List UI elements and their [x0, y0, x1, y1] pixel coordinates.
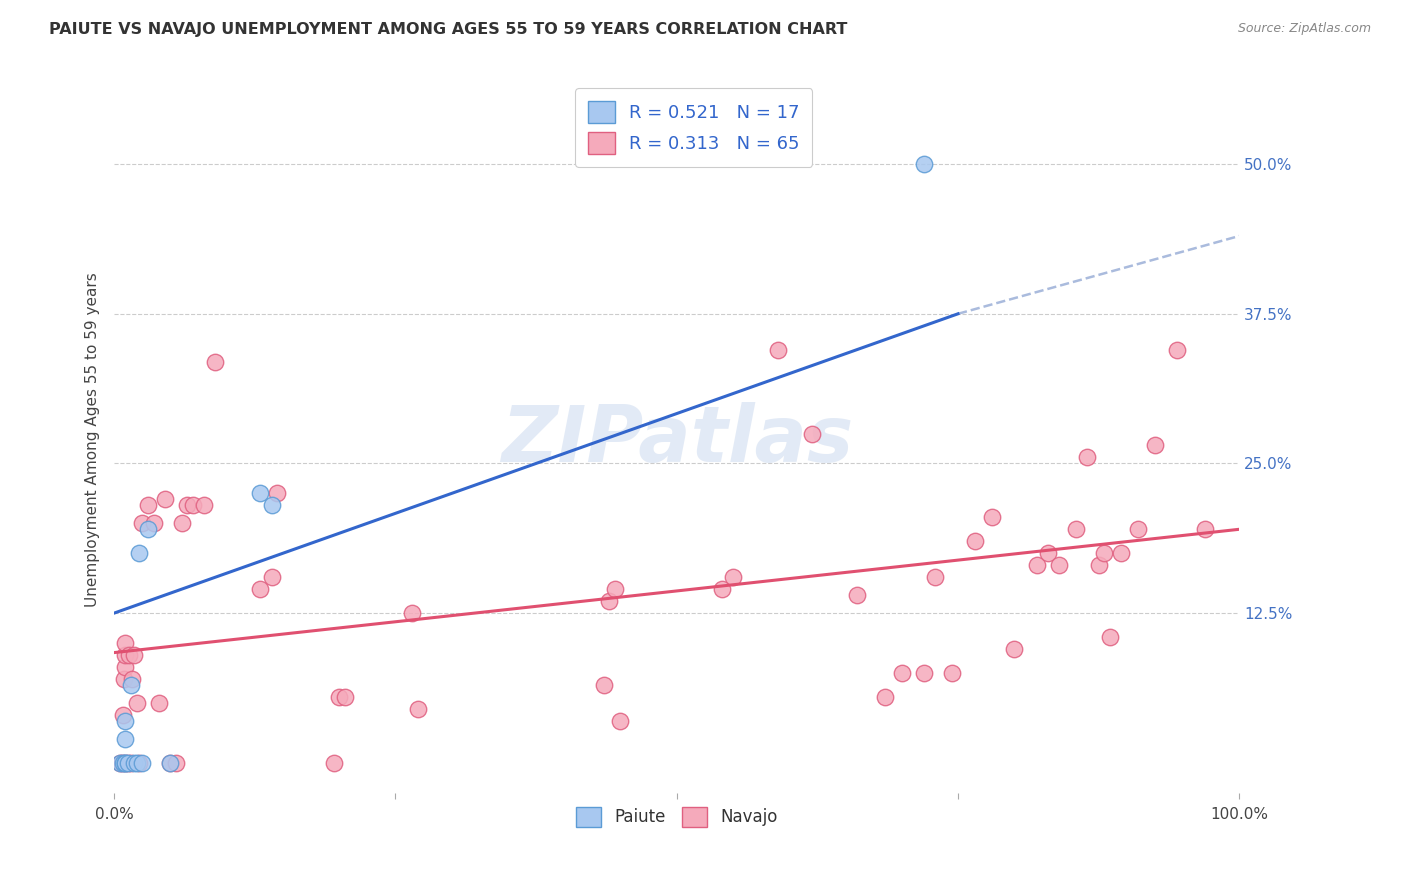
- Point: [1194, 522, 1216, 536]
- Point: [941, 665, 963, 680]
- Point: [890, 665, 912, 680]
- Point: [845, 588, 868, 602]
- Point: [112, 707, 135, 722]
- Point: [980, 510, 1002, 524]
- Point: [1092, 546, 1115, 560]
- Point: [114, 648, 136, 662]
- Point: [1064, 522, 1087, 536]
- Point: [136, 522, 159, 536]
- Point: [114, 660, 136, 674]
- Point: [1109, 546, 1132, 560]
- Point: [1166, 343, 1188, 357]
- Point: [266, 486, 288, 500]
- Point: [721, 570, 744, 584]
- Point: [128, 546, 150, 560]
- Point: [766, 343, 789, 357]
- Point: [1025, 558, 1047, 573]
- Point: [260, 499, 283, 513]
- Point: [111, 756, 134, 770]
- Point: [159, 756, 181, 770]
- Point: [401, 606, 423, 620]
- Point: [124, 756, 146, 770]
- Text: PAIUTE VS NAVAJO UNEMPLOYMENT AMONG AGES 55 TO 59 YEARS CORRELATION CHART: PAIUTE VS NAVAJO UNEMPLOYMENT AMONG AGES…: [49, 22, 848, 37]
- Point: [924, 570, 946, 584]
- Point: [121, 672, 143, 686]
- Point: [114, 714, 136, 728]
- Point: [322, 756, 344, 770]
- Point: [153, 492, 176, 507]
- Point: [114, 731, 136, 746]
- Point: [165, 756, 187, 770]
- Point: [118, 648, 141, 662]
- Point: [131, 756, 153, 770]
- Point: [108, 756, 131, 770]
- Point: [114, 636, 136, 650]
- Text: ZIPatlas: ZIPatlas: [501, 401, 853, 477]
- Point: [1002, 642, 1025, 657]
- Legend: Paiute, Navajo: Paiute, Navajo: [569, 800, 785, 834]
- Point: [114, 756, 136, 770]
- Point: [333, 690, 356, 704]
- Point: [249, 486, 271, 500]
- Point: [592, 678, 614, 692]
- Point: [406, 702, 429, 716]
- Point: [1036, 546, 1059, 560]
- Point: [125, 756, 148, 770]
- Point: [249, 582, 271, 596]
- Point: [1098, 630, 1121, 644]
- Point: [120, 678, 142, 692]
- Point: [170, 516, 193, 531]
- Point: [873, 690, 896, 704]
- Point: [120, 756, 142, 770]
- Y-axis label: Unemployment Among Ages 55 to 59 years: Unemployment Among Ages 55 to 59 years: [86, 272, 100, 607]
- Point: [117, 756, 139, 770]
- Point: [131, 516, 153, 531]
- Point: [125, 696, 148, 710]
- Point: [1047, 558, 1070, 573]
- Point: [112, 672, 135, 686]
- Point: [328, 690, 350, 704]
- Point: [117, 756, 139, 770]
- Point: [112, 756, 135, 770]
- Point: [142, 516, 165, 531]
- Point: [128, 756, 150, 770]
- Point: [108, 756, 131, 770]
- Point: [159, 756, 181, 770]
- Point: [800, 426, 823, 441]
- Point: [148, 696, 170, 710]
- Point: [124, 648, 146, 662]
- Point: [598, 594, 620, 608]
- Point: [176, 499, 198, 513]
- Point: [1143, 438, 1166, 452]
- Point: [1087, 558, 1109, 573]
- Point: [193, 499, 215, 513]
- Point: [114, 756, 136, 770]
- Text: Source: ZipAtlas.com: Source: ZipAtlas.com: [1237, 22, 1371, 36]
- Point: [136, 499, 159, 513]
- Point: [260, 570, 283, 584]
- Point: [912, 665, 935, 680]
- Point: [1126, 522, 1149, 536]
- Point: [963, 534, 986, 549]
- Point: [609, 714, 631, 728]
- Point: [204, 354, 226, 368]
- Point: [603, 582, 626, 596]
- Point: [181, 499, 204, 513]
- Point: [114, 756, 136, 770]
- Point: [710, 582, 733, 596]
- Point: [1076, 450, 1098, 465]
- Point: [912, 157, 935, 171]
